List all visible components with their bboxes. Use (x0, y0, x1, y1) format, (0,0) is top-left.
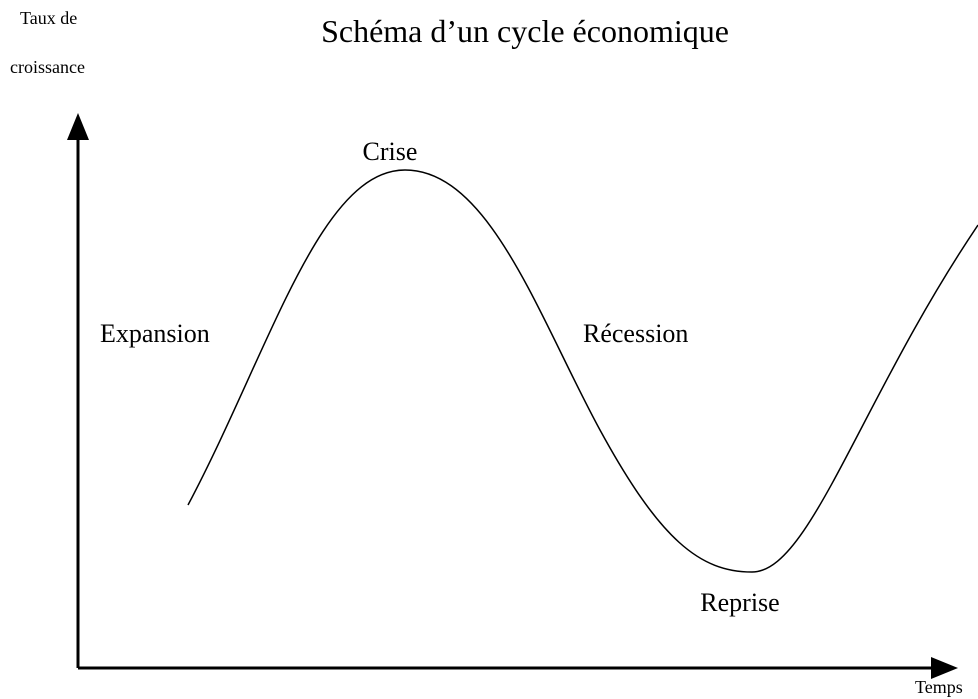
x-axis-label: Temps (915, 677, 963, 697)
x-axis-arrow (931, 657, 958, 679)
y-axis-arrow (67, 113, 89, 140)
cycle-curve (187, 169, 978, 573)
y-axis-label: Taux de (20, 8, 77, 28)
title: Schéma d’un cycle économique (321, 13, 729, 49)
y-axis-label: croissance (10, 57, 85, 77)
phase-label: Expansion (100, 319, 210, 348)
phase-label: Crise (363, 137, 418, 166)
phase-label: Récession (583, 319, 688, 348)
phase-label: Reprise (700, 588, 779, 617)
